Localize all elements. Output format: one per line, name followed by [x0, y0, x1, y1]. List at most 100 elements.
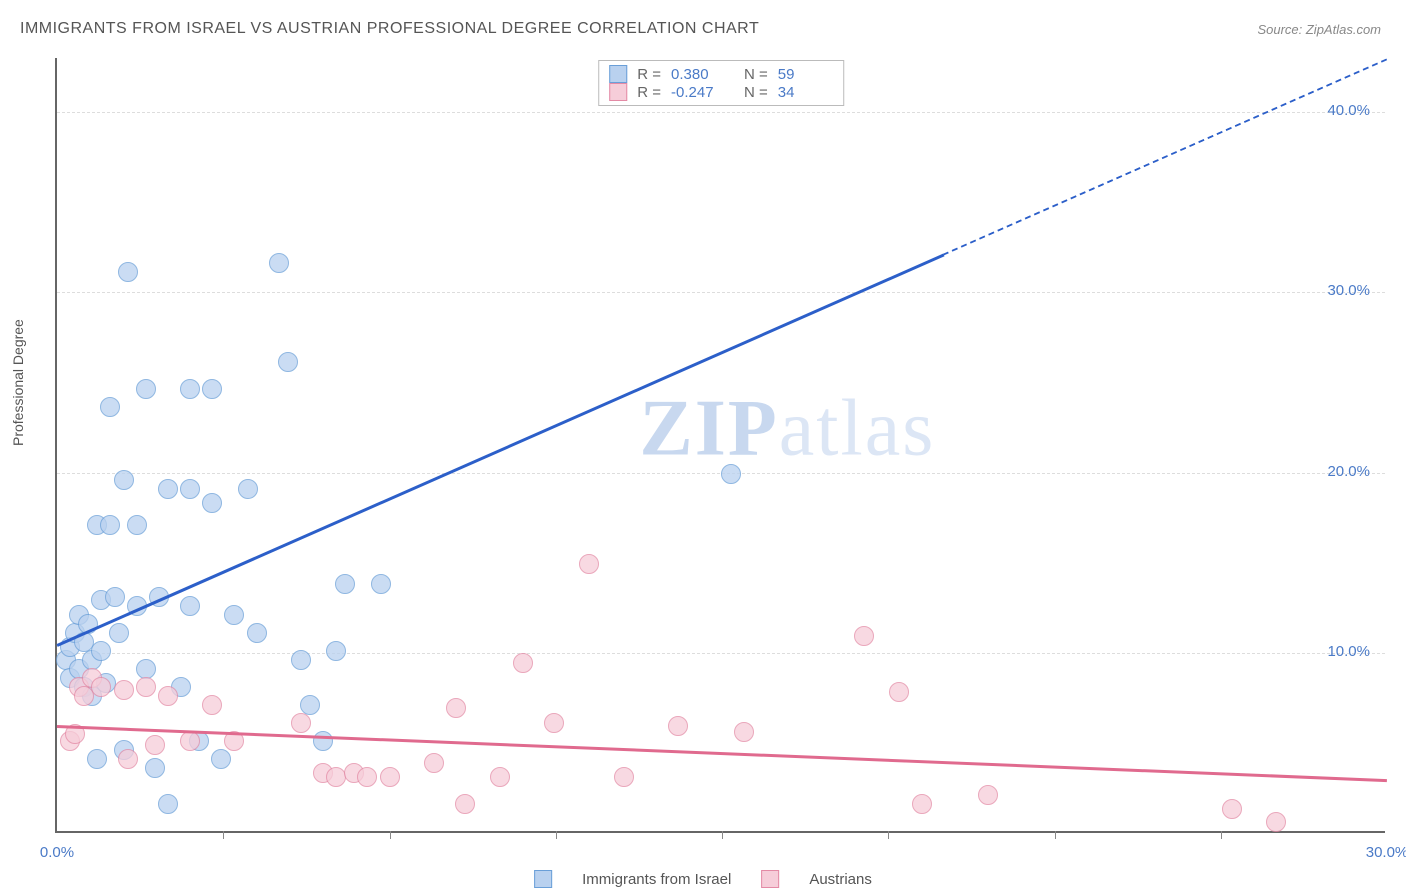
data-point — [180, 479, 200, 499]
y-tick-label: 40.0% — [1327, 102, 1370, 119]
data-point — [614, 767, 634, 787]
data-point — [202, 379, 222, 399]
data-point — [269, 253, 289, 273]
data-point — [180, 379, 200, 399]
r-label: R = — [637, 66, 661, 83]
data-point — [734, 722, 754, 742]
trend-line — [57, 725, 1387, 782]
data-point — [313, 731, 333, 751]
x-tick — [722, 831, 723, 839]
y-tick-label: 20.0% — [1327, 463, 1370, 480]
data-point — [978, 785, 998, 805]
source-label: Source: ZipAtlas.com — [1257, 22, 1381, 37]
data-point — [180, 596, 200, 616]
data-point — [278, 352, 298, 372]
data-point — [446, 698, 466, 718]
data-point — [544, 713, 564, 733]
chart-title: IMMIGRANTS FROM ISRAEL VS AUSTRIAN PROFE… — [20, 20, 759, 38]
data-point — [145, 758, 165, 778]
data-point — [100, 515, 120, 535]
n-value-2: 34 — [778, 84, 833, 101]
gridline — [57, 292, 1385, 293]
data-point — [380, 767, 400, 787]
data-point — [145, 735, 165, 755]
data-point — [114, 680, 134, 700]
swatch-series-1 — [609, 65, 627, 83]
data-point — [247, 623, 267, 643]
plot-area: ZIPatlas R = 0.380 N = 59 R = -0.247 N =… — [55, 58, 1385, 833]
stats-box: R = 0.380 N = 59 R = -0.247 N = 34 — [598, 60, 844, 106]
y-axis-label: Professional Degree — [10, 319, 26, 446]
data-point — [668, 716, 688, 736]
legend-label-1: Immigrants from Israel — [582, 871, 731, 888]
data-point — [335, 574, 355, 594]
data-point — [202, 493, 222, 513]
data-point — [127, 515, 147, 535]
trend-line — [56, 253, 944, 646]
x-tick — [223, 831, 224, 839]
data-point — [158, 479, 178, 499]
data-point — [224, 605, 244, 625]
data-point — [87, 749, 107, 769]
data-point — [1266, 812, 1286, 832]
data-point — [158, 686, 178, 706]
data-point — [490, 767, 510, 787]
x-tick — [888, 831, 889, 839]
data-point — [202, 695, 222, 715]
data-point — [114, 470, 134, 490]
bottom-legend: Immigrants from Israel Austrians — [534, 870, 872, 888]
data-point — [238, 479, 258, 499]
data-point — [91, 641, 111, 661]
r-label: R = — [637, 84, 661, 101]
data-point — [118, 749, 138, 769]
data-point — [136, 659, 156, 679]
data-point — [100, 397, 120, 417]
legend-swatch-1 — [534, 870, 552, 888]
data-point — [889, 682, 909, 702]
x-tick-label-start: 0.0% — [40, 844, 74, 861]
watermark: ZIPatlas — [639, 384, 935, 475]
data-point — [513, 653, 533, 673]
stats-row-2: R = -0.247 N = 34 — [609, 83, 833, 101]
data-point — [136, 379, 156, 399]
data-point — [424, 753, 444, 773]
data-point — [291, 650, 311, 670]
swatch-series-2 — [609, 83, 627, 101]
data-point — [109, 623, 129, 643]
data-point — [180, 731, 200, 751]
legend-swatch-2 — [761, 870, 779, 888]
r-value-2: -0.247 — [671, 84, 726, 101]
data-point — [721, 464, 741, 484]
stats-row-1: R = 0.380 N = 59 — [609, 65, 833, 83]
x-tick — [1055, 831, 1056, 839]
y-tick-label: 30.0% — [1327, 282, 1370, 299]
data-point — [455, 794, 475, 814]
data-point — [158, 794, 178, 814]
data-point — [291, 713, 311, 733]
gridline — [57, 112, 1385, 113]
data-point — [326, 641, 346, 661]
data-point — [357, 767, 377, 787]
data-point — [136, 677, 156, 697]
data-point — [1222, 799, 1242, 819]
x-tick — [1221, 831, 1222, 839]
data-point — [326, 767, 346, 787]
legend-label-2: Austrians — [809, 871, 872, 888]
data-point — [854, 626, 874, 646]
data-point — [371, 574, 391, 594]
n-value-1: 59 — [778, 66, 833, 83]
r-value-1: 0.380 — [671, 66, 726, 83]
n-label: N = — [744, 84, 768, 101]
x-tick — [556, 831, 557, 839]
data-point — [91, 677, 111, 697]
x-tick-label-end: 30.0% — [1366, 844, 1406, 861]
data-point — [211, 749, 231, 769]
data-point — [579, 554, 599, 574]
data-point — [300, 695, 320, 715]
data-point — [912, 794, 932, 814]
y-tick-label: 10.0% — [1327, 643, 1370, 660]
data-point — [105, 587, 125, 607]
n-label: N = — [744, 66, 768, 83]
gridline — [57, 653, 1385, 654]
data-point — [118, 262, 138, 282]
